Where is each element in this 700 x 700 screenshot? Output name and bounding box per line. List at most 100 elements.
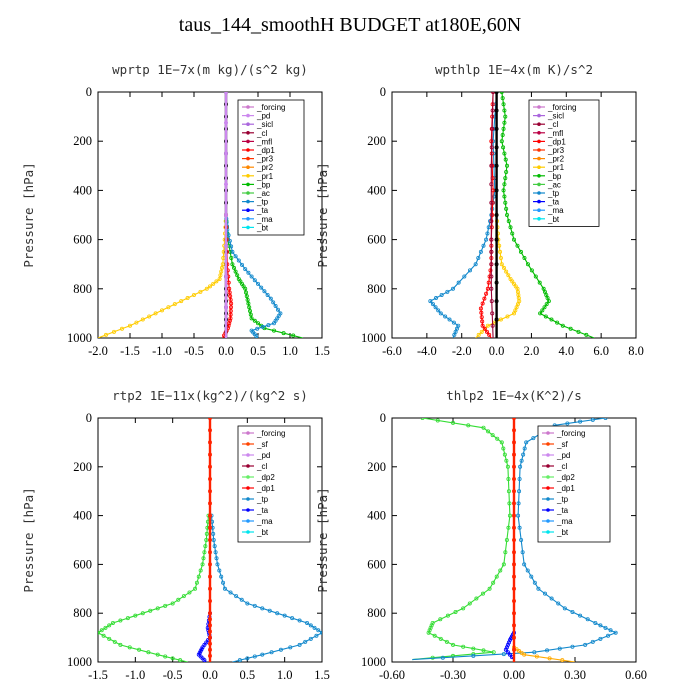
series-marker (482, 296, 487, 301)
series-marker (505, 163, 510, 168)
legend-entry: _ta (547, 198, 560, 207)
series-marker (229, 244, 234, 249)
series-marker (501, 652, 506, 657)
y-tick-label: 400 (73, 183, 92, 197)
legend-box (237, 425, 311, 543)
series-marker (494, 126, 499, 131)
series-group (412, 418, 618, 662)
series-marker (278, 647, 283, 652)
series-marker (118, 618, 123, 623)
series-marker (512, 647, 517, 652)
series-marker (512, 562, 517, 567)
y-tick-label: 1000 (67, 331, 92, 345)
series-marker (207, 635, 212, 640)
legend-marker (246, 174, 250, 178)
series-marker (516, 501, 521, 506)
series-marker (204, 538, 209, 543)
series-line-tp (412, 418, 618, 661)
series-marker (101, 633, 106, 638)
series-marker (236, 258, 241, 263)
legend: _forcing _sf _pd _cl _dp2 _dp1 _tp _ta _ma _bt (237, 425, 311, 543)
series-marker (542, 305, 547, 310)
series-marker (228, 297, 233, 302)
series-marker (217, 276, 222, 281)
series-marker (466, 423, 471, 428)
series-marker (207, 476, 212, 481)
series-marker (228, 590, 233, 595)
series-marker (494, 574, 499, 579)
series-marker (308, 623, 313, 628)
series-marker (176, 597, 181, 602)
legend-marker (546, 486, 550, 490)
x-tick-label: -6.0 (382, 344, 402, 358)
series-marker (578, 419, 583, 424)
series-marker (248, 312, 253, 317)
series-marker (538, 311, 543, 316)
series-marker (562, 606, 567, 611)
legend-marker (546, 497, 550, 501)
y-axis-label: Pressure [hPa] (315, 487, 330, 592)
series-marker (314, 633, 319, 638)
legend-entry: _dp1 (547, 137, 566, 146)
series-marker (99, 628, 104, 633)
series-marker (148, 608, 153, 613)
series-marker (439, 292, 444, 297)
legend-marker (546, 475, 550, 479)
series-marker (534, 654, 539, 659)
legend-marker (537, 105, 541, 109)
series-marker (532, 650, 537, 655)
series-marker (172, 302, 177, 307)
series-marker (228, 312, 233, 317)
series-marker (153, 311, 158, 316)
series-marker (512, 611, 517, 616)
series-marker (560, 658, 565, 662)
series-marker (598, 636, 603, 641)
series-marker (445, 289, 450, 294)
series-marker (271, 300, 276, 305)
series-marker (590, 639, 595, 644)
legend-entry: _pr2 (547, 155, 565, 164)
series-marker (207, 452, 212, 457)
series-marker (433, 305, 438, 310)
series-marker (505, 650, 510, 655)
series-marker (290, 616, 295, 621)
series-marker (467, 268, 472, 273)
series-marker (536, 586, 541, 591)
series-marker (479, 310, 484, 315)
series-marker (498, 568, 503, 573)
y-tick-label: 1000 (361, 655, 386, 669)
series-marker (198, 289, 203, 294)
series-marker (207, 440, 212, 445)
series-marker (512, 525, 517, 530)
panel-thlp2: thlp2 1E−4x(K^2)/s Pressure [hPa] 0 200 400 6… (315, 388, 647, 682)
series-marker (260, 606, 265, 611)
series-marker (584, 332, 589, 337)
series-marker (545, 648, 550, 653)
series-marker (506, 219, 511, 224)
legend-marker (546, 464, 550, 468)
series-marker (522, 446, 527, 451)
series-marker (603, 625, 608, 630)
series-marker (445, 613, 450, 618)
y-tick-label: 600 (73, 233, 92, 247)
legend-entry: _tp (256, 198, 269, 207)
series-marker (249, 316, 254, 321)
legend-entry: _bt (547, 215, 560, 224)
series-marker (512, 513, 517, 518)
series-marker (529, 268, 534, 273)
series-line-dp1 (98, 515, 210, 662)
legend-marker (537, 131, 541, 135)
series-marker (229, 256, 234, 261)
series-marker (516, 513, 521, 518)
series-marker (245, 601, 250, 606)
series-marker (549, 596, 554, 601)
series-marker (489, 219, 494, 224)
series-marker (275, 611, 280, 616)
panel-title: wprtp 1E−7x(m kg)/(s^2 kg) (112, 62, 308, 77)
series-marker (512, 599, 517, 604)
y-tick-label: 600 (73, 557, 92, 571)
legend-entry: _pr1 (547, 163, 565, 172)
series-marker (207, 574, 212, 579)
series-marker (499, 139, 504, 144)
series-marker (501, 562, 506, 567)
